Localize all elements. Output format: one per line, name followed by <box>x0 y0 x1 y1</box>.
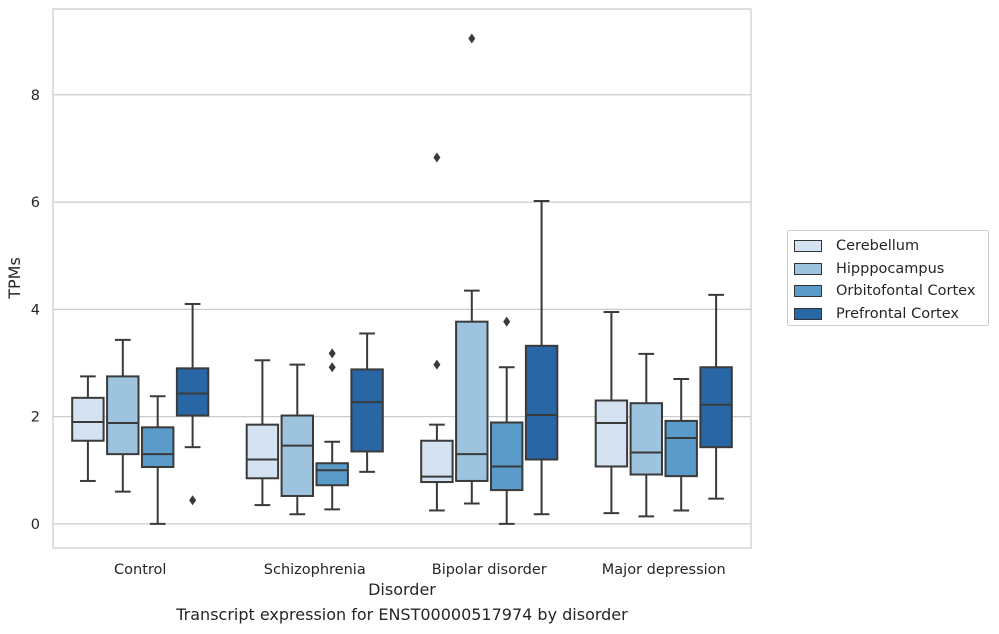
x-tick-labels: Control Schizophrenia Bipolar disorder Majo… <box>114 562 726 578</box>
box-cerebellum <box>245 359 280 507</box>
outlier-point <box>433 152 441 163</box>
outlier-point <box>468 33 476 44</box>
box-orbitofontal-cortex <box>489 316 524 525</box>
legend-item: Hipppocampus <box>794 258 988 281</box>
outlier-point <box>328 362 336 373</box>
legend-label: Orbitofontal Cortex <box>836 283 976 300</box>
box-hipppocampus <box>455 33 489 505</box>
box-hipppocampus <box>280 363 315 516</box>
box-iqr <box>245 423 280 480</box>
box-groups <box>71 33 733 525</box>
outlier-point <box>503 316 511 327</box>
box-iqr <box>71 396 105 442</box>
legend-label: Cerebellum <box>836 238 920 255</box>
x-tick-label: Major depression <box>602 562 726 578</box>
box-iqr <box>315 462 349 487</box>
box-iqr <box>629 402 664 476</box>
outlier-point <box>328 348 336 359</box>
legend-swatch <box>794 307 822 320</box>
y-tick-labels: 0 2 4 6 8 <box>31 88 40 533</box>
chart-caption: Transcript expression for ENST0000051797… <box>176 605 628 624</box>
box-iqr <box>350 368 384 453</box>
box-iqr <box>594 399 629 468</box>
box-cerebellum <box>71 375 105 482</box>
outlier-point <box>189 495 197 506</box>
box-hipppocampus <box>106 338 140 493</box>
legend-swatch <box>794 285 822 298</box>
y-tick-label: 6 <box>31 195 40 211</box>
x-tick-label: Control <box>114 562 166 578</box>
box-prefrontal-cortex <box>524 200 559 516</box>
box-hipppocampus <box>629 352 664 518</box>
box-cerebellum <box>594 311 629 515</box>
box-iqr <box>664 419 698 478</box>
box-iqr <box>280 414 315 497</box>
box-iqr <box>524 344 559 461</box>
plot-frame <box>52 8 752 549</box>
legend-swatch <box>794 262 822 275</box>
y-tick-label: 0 <box>31 517 40 533</box>
outlier-point <box>433 359 441 370</box>
box-iqr <box>106 375 140 456</box>
legend-item: Cerebellum <box>794 235 988 258</box>
box-iqr <box>699 366 733 449</box>
box-iqr <box>455 320 489 482</box>
legend-label: Prefrontal Cortex <box>836 305 959 322</box>
box-orbitofontal-cortex <box>315 348 349 511</box>
y-tick-label: 2 <box>31 410 40 426</box>
legend: Cerebellum Hipppocampus Orbitofontal Corte… <box>787 230 989 326</box>
y-tick-label: 8 <box>31 88 40 104</box>
box-iqr <box>489 421 524 492</box>
x-axis-label: Disorder <box>368 580 436 599</box>
y-tick-label: 4 <box>31 302 40 318</box>
box-iqr <box>140 426 175 469</box>
box-prefrontal-cortex <box>350 332 384 473</box>
x-tick-label: Schizophrenia <box>264 562 366 578</box>
legend-label: Hipppocampus <box>836 260 945 277</box>
legend-item: Prefrontal Cortex <box>794 303 988 326</box>
y-axis-label: TPMs <box>5 257 24 300</box>
box-prefrontal-cortex <box>699 293 733 500</box>
box-orbitofontal-cortex <box>140 395 175 525</box>
legend-item: Orbitofontal Cortex <box>794 280 988 303</box>
box-iqr <box>420 439 454 484</box>
legend-swatch <box>794 240 822 253</box>
box-orbitofontal-cortex <box>664 378 698 512</box>
x-tick-label: Bipolar disorder <box>432 562 547 578</box>
box-prefrontal-cortex <box>175 302 210 506</box>
box-cerebellum <box>420 152 454 512</box>
box-iqr <box>175 367 210 417</box>
